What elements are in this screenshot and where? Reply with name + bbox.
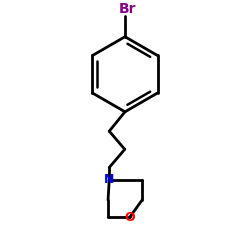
Text: Br: Br xyxy=(119,2,136,16)
Text: O: O xyxy=(124,211,135,224)
Text: N: N xyxy=(104,173,115,186)
